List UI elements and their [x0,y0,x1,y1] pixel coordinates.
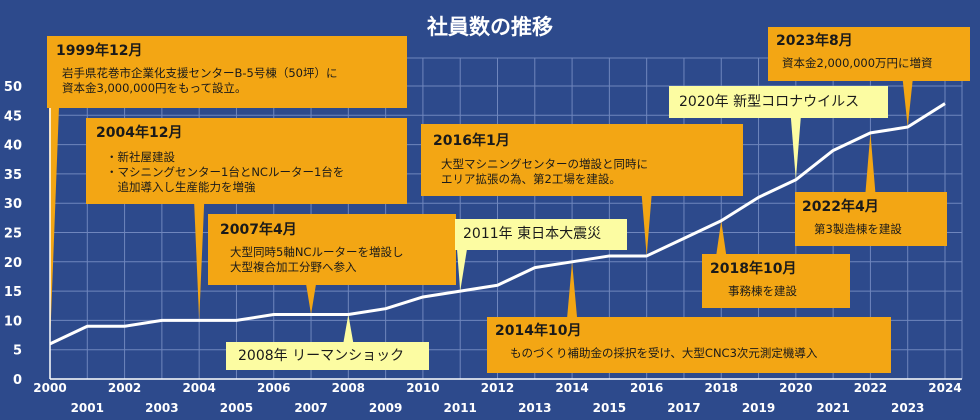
x-tick-label: 2002 [108,381,141,395]
chart-title: 社員数の推移 [426,15,553,39]
x-tick-label: 2010 [406,381,439,395]
y-tick-label: 0 [13,373,22,388]
callout-body: 事務棟を建設 [728,284,797,298]
callout-text: 2020年 新型コロナウイルス [679,94,860,110]
callout-text: 2008年 リーマンショック [238,348,405,364]
callout-date: 1999年12月 [56,43,143,59]
callout-body: 岩手県花巻市企業化支援センターB-5号棟（50坪）に 資本金3,000,000円… [62,66,338,95]
callout-2008-lehman-shock: 2008年 リーマンショック [226,342,429,370]
x-tick-label: 2001 [71,401,104,415]
callout-date: 2004年12月 [96,125,183,141]
callout-pointer [457,249,467,292]
callout-2023-capital-increase: 2023年8月 資本金2,000,000万円に増資 [768,27,970,81]
y-tick-label: 25 [4,227,22,242]
y-tick-label: 5 [13,344,22,359]
callout-pointer [567,261,578,318]
callout-date: 2018年10月 [710,261,797,277]
callout-2014-measuring-machine: 2014年10月 ものづくり補助金の採択を受け、大型CNC3次元測定機導入 [487,317,891,373]
callout-pointer [641,195,652,256]
y-tick-label: 50 [4,80,22,95]
callout-2007-5axis-router: 2007年4月 大型同時5軸NCルーターを増設し 大型複合加工分野へ参入 [208,214,456,285]
callout-text: 2011年 東日本大震災 [463,226,602,242]
x-tick-label: 2016 [630,381,663,395]
y-tick-label: 15 [4,285,22,300]
x-tick-label: 2006 [257,381,290,395]
callout-date: 2016年1月 [433,133,510,149]
callout-body: 大型マシニングセンターの増設と同時に エリア拡張の為、第2工場を建設。 [441,157,648,186]
y-tick-label: 35 [4,168,22,183]
x-tick-label: 2015 [593,401,626,415]
callout-body: ものづくり補助金の採択を受け、大型CNC3次元測定機導入 [510,346,818,360]
callout-2016-second-factory: 2016年1月 大型マシニングセンターの増設と同時に エリア拡張の為、第2工場を… [421,124,743,196]
x-tick-label: 2013 [518,401,551,415]
y-tick-label: 40 [4,139,22,154]
callout-pointers [49,80,913,344]
callout-pointer [306,284,317,315]
callout-pointer [49,107,59,344]
callout-date: 2022年4月 [802,199,879,215]
x-tick-label: 2021 [816,401,849,415]
x-tick-label: 2011 [444,401,477,415]
callout-date: 2023年8月 [776,33,853,49]
x-tick-label: 2019 [742,401,775,415]
callout-2018-office-building: 2018年10月 事務棟を建設 [702,254,850,308]
callout-2022-third-plant: 2022年4月 第3製造棟を建設 [795,192,947,246]
callout-date: 2014年10月 [495,323,582,339]
callout-pointer [194,203,205,321]
x-tick-label: 2022 [854,381,887,395]
x-tick-label: 2023 [891,401,924,415]
callout-2004-new-building: 2004年12月 ・新社屋建設 ・マシニングセンター1台とNCルーター1台を 追… [86,118,407,204]
callout-date: 2007年4月 [220,222,297,238]
x-tick-label: 2009 [369,401,402,415]
callout-pointer [865,132,876,193]
callout-2011-earthquake: 2011年 東日本大震災 [455,219,627,250]
x-tick-label: 2018 [705,381,738,395]
x-tick-label: 2004 [182,381,215,395]
x-tick-label: 2024 [928,381,961,395]
callout-body: ・新社屋建設 ・マシニングセンター1台とNCルーター1台を 追加導入し生産能力を… [106,150,345,194]
callout-body: 大型同時5軸NCルーターを増設し 大型複合加工分野へ参入 [230,245,404,274]
x-tick-label: 2020 [779,381,812,395]
x-tick-label: 2000 [33,381,66,395]
y-tick-label: 20 [4,256,22,271]
callout-body: 第3製造棟を建設 [814,222,902,236]
x-tick-label: 2005 [220,401,253,415]
x-tick-label: 2007 [294,401,327,415]
y-tick-label: 45 [4,109,22,124]
callout-body: 資本金2,000,000万円に増資 [782,56,933,70]
series-layer [49,102,946,346]
callout-1999-founding: 1999年12月 岩手県花巻市企業化支援センターB-5号棟（50坪）に 資本金3… [47,36,407,108]
x-tick-label: 2012 [481,381,514,395]
callout-pointer [716,220,727,255]
y-tick-label: 10 [4,314,22,329]
x-tick-label: 2008 [332,381,365,395]
callout-pointer [343,314,354,343]
callout-pointer [790,117,801,180]
employee-count-line [49,102,946,346]
x-tick-label: 2017 [667,401,700,415]
x-tick-label: 2003 [145,401,178,415]
callout-pointer [902,80,913,128]
x-tick-label: 2014 [555,381,588,395]
y-tick-label: 30 [4,197,22,212]
axis-layer: 0 5 10 15 20 25 30 35 40 45 50 2000 2002 2004 2006 2008… [4,58,962,415]
callout-2020-covid: 2020年 新型コロナウイルス [669,86,888,118]
